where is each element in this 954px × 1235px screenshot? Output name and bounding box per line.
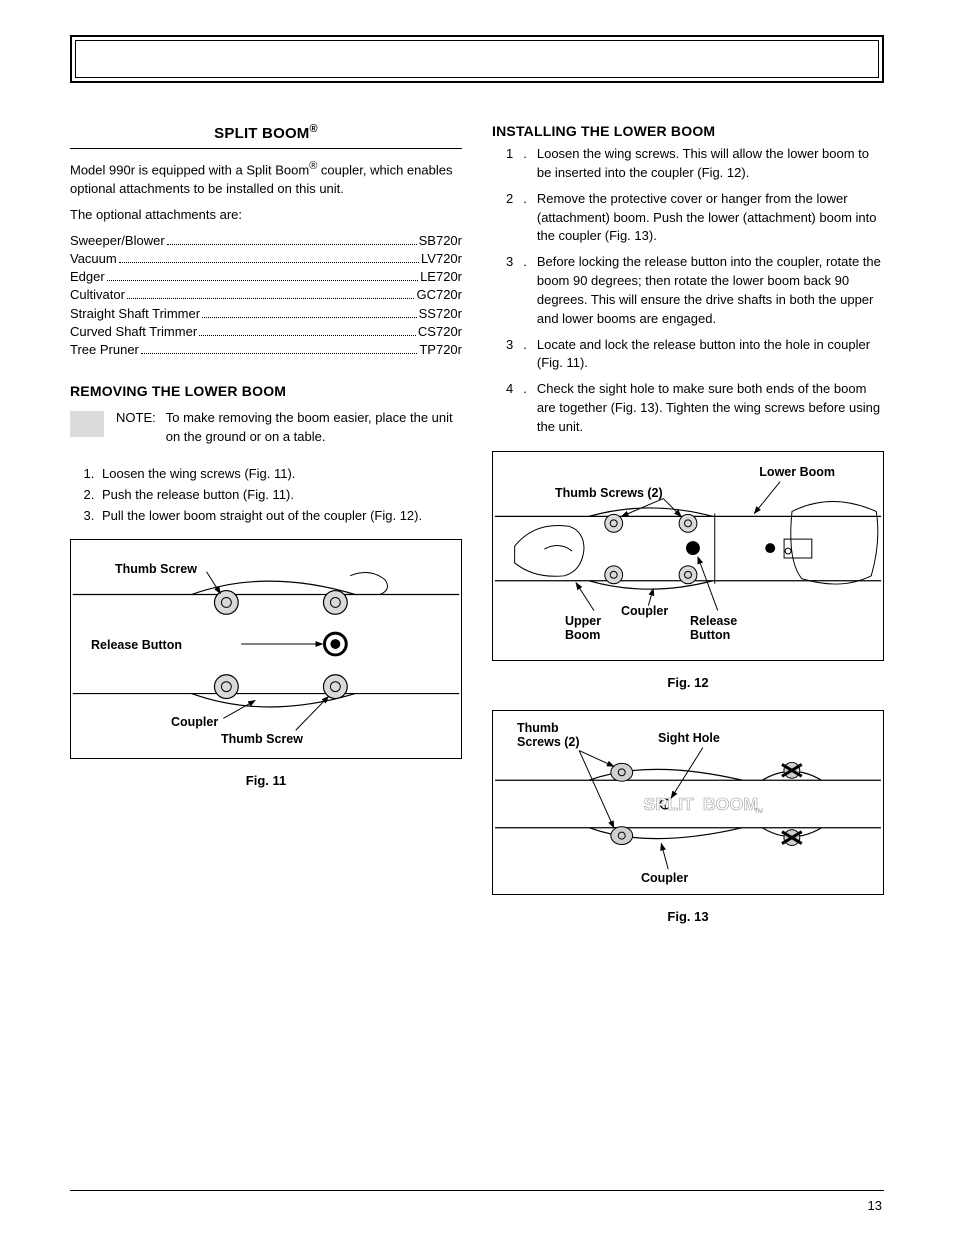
fig13-thumb-2: Screws (2) — [517, 735, 580, 749]
figure-13: SPLIT BOOM TM Thumb Screws (2) Sight Hol… — [492, 710, 884, 895]
step-item: Loosen the wing screws (Fig. 11). — [98, 465, 462, 484]
header-frame-inner — [75, 40, 879, 78]
figure-12-caption: Fig. 12 — [492, 675, 884, 690]
leader-dots — [202, 317, 417, 318]
attachment-name: Cultivator — [70, 286, 125, 304]
figure-13-caption: Fig. 13 — [492, 909, 884, 924]
page: SPLIT BOOM® Model 990r is equipped with … — [0, 0, 954, 1235]
section-title: SPLIT BOOM® — [70, 123, 462, 149]
header-frame-outer — [70, 35, 884, 83]
attachment-name: Straight Shaft Trimmer — [70, 305, 200, 323]
attachment-code: LV720r — [421, 250, 462, 268]
attachment-row: Edger LE720r — [70, 268, 462, 286]
attachment-row: Curved Shaft Trimmer CS720r — [70, 323, 462, 341]
attachment-code: SB720r — [419, 232, 462, 250]
attachment-code: CS720r — [418, 323, 462, 341]
figure-12-svg — [493, 452, 883, 660]
split-boom-logo: SPLIT — [643, 794, 694, 814]
attachment-row: Tree Pruner TP720r — [70, 341, 462, 359]
step-number: 1 — [506, 145, 513, 183]
attachment-name: Edger — [70, 268, 105, 286]
remove-steps-list: Loosen the wing screws (Fig. 11). Push t… — [70, 465, 462, 526]
attachment-code: GC720r — [416, 286, 462, 304]
leader-dots — [199, 335, 416, 336]
attachments-intro: The optional attachments are: — [70, 206, 462, 224]
note-text-wrap: NOTE: To make removing the boom easier, … — [116, 409, 462, 447]
fig12-lower-boom: Lower Boom — [759, 465, 835, 479]
leader-dots — [141, 353, 417, 354]
fig12-upper-1: Upper — [565, 614, 601, 628]
leader-dots — [119, 262, 419, 263]
fig13-coupler: Coupler — [641, 871, 688, 885]
fig12-rel-1: Release — [690, 614, 737, 628]
step-number: 4 — [506, 380, 513, 437]
attachment-row: Vacuum LV720r — [70, 250, 462, 268]
fig12-upper-2: Boom — [565, 628, 600, 642]
note-body: To make removing the boom easier, place … — [166, 409, 462, 447]
attachment-name: Curved Shaft Trimmer — [70, 323, 197, 341]
fig12-rel-2: Button — [690, 628, 730, 642]
figure-11-caption: Fig. 11 — [70, 773, 462, 788]
attachment-name: Sweeper/Blower — [70, 232, 165, 250]
leader-dots — [167, 244, 417, 245]
fig13-sight-hole: Sight Hole — [658, 731, 720, 745]
note-block: NOTE: To make removing the boom easier, … — [70, 409, 462, 447]
step-item: 3.Before locking the release button into… — [502, 253, 884, 328]
step-number: 2 — [506, 190, 513, 247]
figure-12: Lower Boom Thumb Screws (2) Coupler Uppe… — [492, 451, 884, 661]
leader-dots — [107, 280, 418, 281]
fig12-upper-boom: Upper Boom — [565, 614, 601, 643]
figure-11: Thumb Screw Release Button Coupler Thumb… — [70, 539, 462, 759]
install-boom-title: INSTALLING THE LOWER BOOM — [492, 123, 884, 139]
fig11-release-button: Release Button — [91, 638, 182, 652]
section-title-text: SPLIT BOOM — [214, 125, 309, 142]
note-icon — [70, 411, 104, 437]
step-item: Pull the lower boom straight out of the … — [98, 507, 462, 526]
footer-divider — [70, 1190, 884, 1191]
step-text: Locate and lock the release button into … — [537, 336, 884, 374]
fig11-thumb-screw-top: Thumb Screw — [115, 562, 197, 576]
attachment-row: Cultivator GC720r — [70, 286, 462, 304]
step-item: 2.Remove the protective cover or hanger … — [502, 190, 884, 247]
fig11-thumb-screw-bottom: Thumb Screw — [221, 732, 303, 746]
step-item: 1.Loosen the wing screws. This will allo… — [502, 145, 884, 183]
step-number: 3 — [506, 253, 513, 328]
step-item: 4.Check the sight hole to make sure both… — [502, 380, 884, 437]
registered-mark: ® — [310, 123, 318, 135]
intro-paragraph: Model 990r is equipped with a Split Boom… — [70, 159, 462, 198]
fig12-coupler: Coupler — [621, 604, 668, 618]
content-columns: SPLIT BOOM® Model 990r is equipped with … — [70, 123, 884, 944]
attachment-code: TP720r — [419, 341, 462, 359]
left-column: SPLIT BOOM® Model 990r is equipped with … — [70, 123, 462, 944]
fig13-thumb-1: Thumb — [517, 721, 559, 735]
attachments-list: Sweeper/Blower SB720r Vacuum LV720r Edge… — [70, 232, 462, 359]
attachment-row: Straight Shaft Trimmer SS720r — [70, 305, 462, 323]
note-label: NOTE: — [116, 409, 156, 447]
attachment-code: SS720r — [419, 305, 462, 323]
step-text: Remove the protective cover or hanger fr… — [537, 190, 884, 247]
step-text: Before locking the release button into t… — [537, 253, 884, 328]
fig12-thumb-screws: Thumb Screws (2) — [555, 486, 663, 500]
attachment-code: LE720r — [420, 268, 462, 286]
step-item: Push the release button (Fig. 11). — [98, 486, 462, 505]
remove-boom-title: REMOVING THE LOWER BOOM — [70, 383, 462, 399]
attachment-name: Tree Pruner — [70, 341, 139, 359]
step-text: Loosen the wing screws. This will allow … — [537, 145, 884, 183]
leader-dots — [127, 298, 415, 299]
attachment-row: Sweeper/Blower SB720r — [70, 232, 462, 250]
step-item: 3.Locate and lock the release button int… — [502, 336, 884, 374]
right-column: INSTALLING THE LOWER BOOM 1.Loosen the w… — [492, 123, 884, 944]
fig12-release-button: Release Button — [690, 614, 737, 643]
svg-text:TM: TM — [754, 809, 763, 815]
fig11-coupler: Coupler — [171, 715, 218, 729]
page-number: 13 — [868, 1198, 882, 1213]
attachment-name: Vacuum — [70, 250, 117, 268]
step-text: Check the sight hole to make sure both e… — [537, 380, 884, 437]
fig13-thumb-screws: Thumb Screws (2) — [517, 721, 580, 750]
svg-text:BOOM: BOOM — [703, 794, 758, 814]
install-steps-list: 1.Loosen the wing screws. This will allo… — [492, 145, 884, 437]
step-number: 3 — [506, 336, 513, 374]
